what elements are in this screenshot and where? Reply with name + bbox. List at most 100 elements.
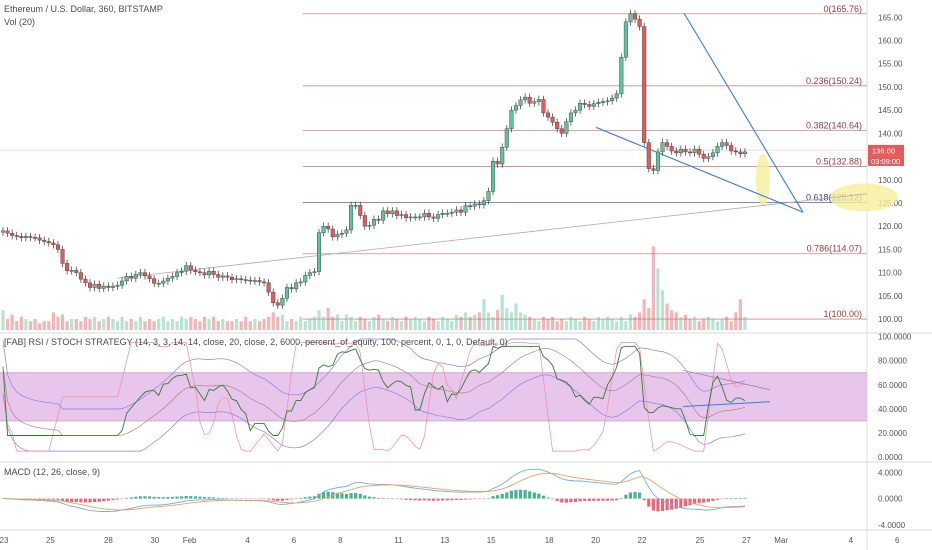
macd-histogram-bar [129, 497, 133, 499]
macd-histogram-bar [170, 496, 175, 499]
macd-histogram-bar [413, 498, 417, 501]
macd-histogram-bar [647, 498, 651, 507]
rsi-line [2, 345, 746, 436]
candle-body [326, 226, 331, 230]
candle-body [610, 97, 615, 102]
candle-body [321, 226, 326, 233]
macd-histogram-bar [679, 498, 683, 508]
volume-bar [134, 321, 138, 330]
price-tick-label: 160.00 [878, 37, 903, 46]
candle-body [660, 142, 665, 153]
macd-histogram-bar [207, 497, 211, 499]
candle-body [431, 216, 436, 219]
price-tick-label: 120.00 [878, 222, 903, 231]
macd-histogram-bar [189, 496, 193, 499]
macd-histogram-bar [363, 495, 367, 499]
candle-body [69, 270, 74, 272]
candle-body [619, 57, 624, 95]
macd-histogram-bar [674, 498, 678, 509]
volume-bar [463, 312, 468, 330]
candle-body [646, 142, 651, 169]
price-tag [868, 144, 904, 156]
candle-body [156, 283, 161, 285]
candle-body [628, 13, 633, 23]
candle-body [724, 142, 729, 146]
macd-histogram-bar [157, 497, 161, 499]
macd-histogram-bar [322, 492, 326, 499]
price-tick-label: 115.00 [878, 245, 902, 254]
volume-bar [358, 316, 362, 330]
candle-body [568, 112, 573, 122]
volume-bar [74, 319, 78, 330]
candle-body [124, 276, 129, 282]
volume-bar [670, 310, 674, 330]
fib-level-label: 0.5(132.88) [816, 156, 862, 166]
macd-histogram-bar [441, 498, 445, 501]
volume-bar [491, 316, 495, 330]
candle-body [229, 277, 234, 280]
macd-histogram-bar [541, 495, 546, 499]
price-tick-label: 105.00 [878, 292, 903, 301]
macd-tick-label: -4.0000 [878, 521, 906, 530]
volume-bar [10, 314, 14, 330]
volume-bar [230, 321, 234, 330]
macd-histogram-bar [697, 498, 701, 504]
volume-bar [702, 319, 706, 330]
candle-body [449, 212, 454, 214]
macd-histogram-bar [257, 498, 262, 500]
volume-bar [605, 316, 610, 330]
candle-body [472, 203, 477, 207]
volume-bar [367, 321, 371, 330]
rsi-ma-line [2, 347, 746, 436]
volume-bar [496, 310, 500, 330]
chart-title: Ethereum / U.S. Dollar, 360, BITSTAMP [4, 4, 163, 14]
macd-histogram-bar [459, 498, 463, 500]
candle-body [591, 103, 596, 107]
volume-bar [161, 316, 165, 330]
candle-body [307, 272, 312, 276]
macd-histogram-bar [180, 496, 184, 499]
rsi-tick-label: 100.0000 [878, 333, 912, 342]
time-tick-label: Mar [774, 536, 788, 545]
macd-histogram-bar [404, 498, 408, 500]
volume-bar [317, 310, 321, 330]
volume-bar [706, 316, 710, 330]
rsi-band [0, 372, 867, 422]
volume-bar [665, 303, 669, 330]
volume-bar [697, 321, 701, 330]
volume-bar [202, 316, 207, 330]
volume-bar [546, 319, 550, 330]
volume-bar [303, 321, 307, 330]
volume-bar [477, 312, 481, 330]
candle-body [399, 214, 404, 216]
candle-body [42, 239, 47, 242]
candle-body [697, 148, 702, 155]
candle-body [97, 284, 102, 289]
candle-body [88, 282, 93, 288]
volume-bar [395, 319, 399, 330]
volume-bar [157, 319, 161, 330]
macd-histogram-bar [573, 498, 578, 502]
volume-bar [578, 321, 582, 330]
candle-body [367, 225, 372, 227]
candle-body [614, 93, 619, 99]
volume-bar [331, 316, 335, 330]
macd-histogram-bar [532, 492, 536, 499]
macd-histogram-bar [399, 498, 404, 500]
candle-body [669, 146, 674, 152]
macd-histogram-bar [212, 497, 216, 499]
macd-histogram-bar [102, 498, 106, 502]
macd-histogram-bar [509, 490, 513, 499]
candle-body [404, 214, 409, 219]
candle-body [207, 271, 212, 276]
volume-bar [601, 319, 605, 330]
candle-body [445, 213, 450, 215]
macd-histogram-bar [93, 498, 97, 503]
candle-body [19, 236, 24, 239]
volume-bar [322, 316, 326, 330]
candle-body [715, 146, 720, 154]
macd-histogram-bar [147, 496, 152, 499]
candle-body [422, 213, 427, 218]
rsi-trend-line [682, 401, 771, 408]
